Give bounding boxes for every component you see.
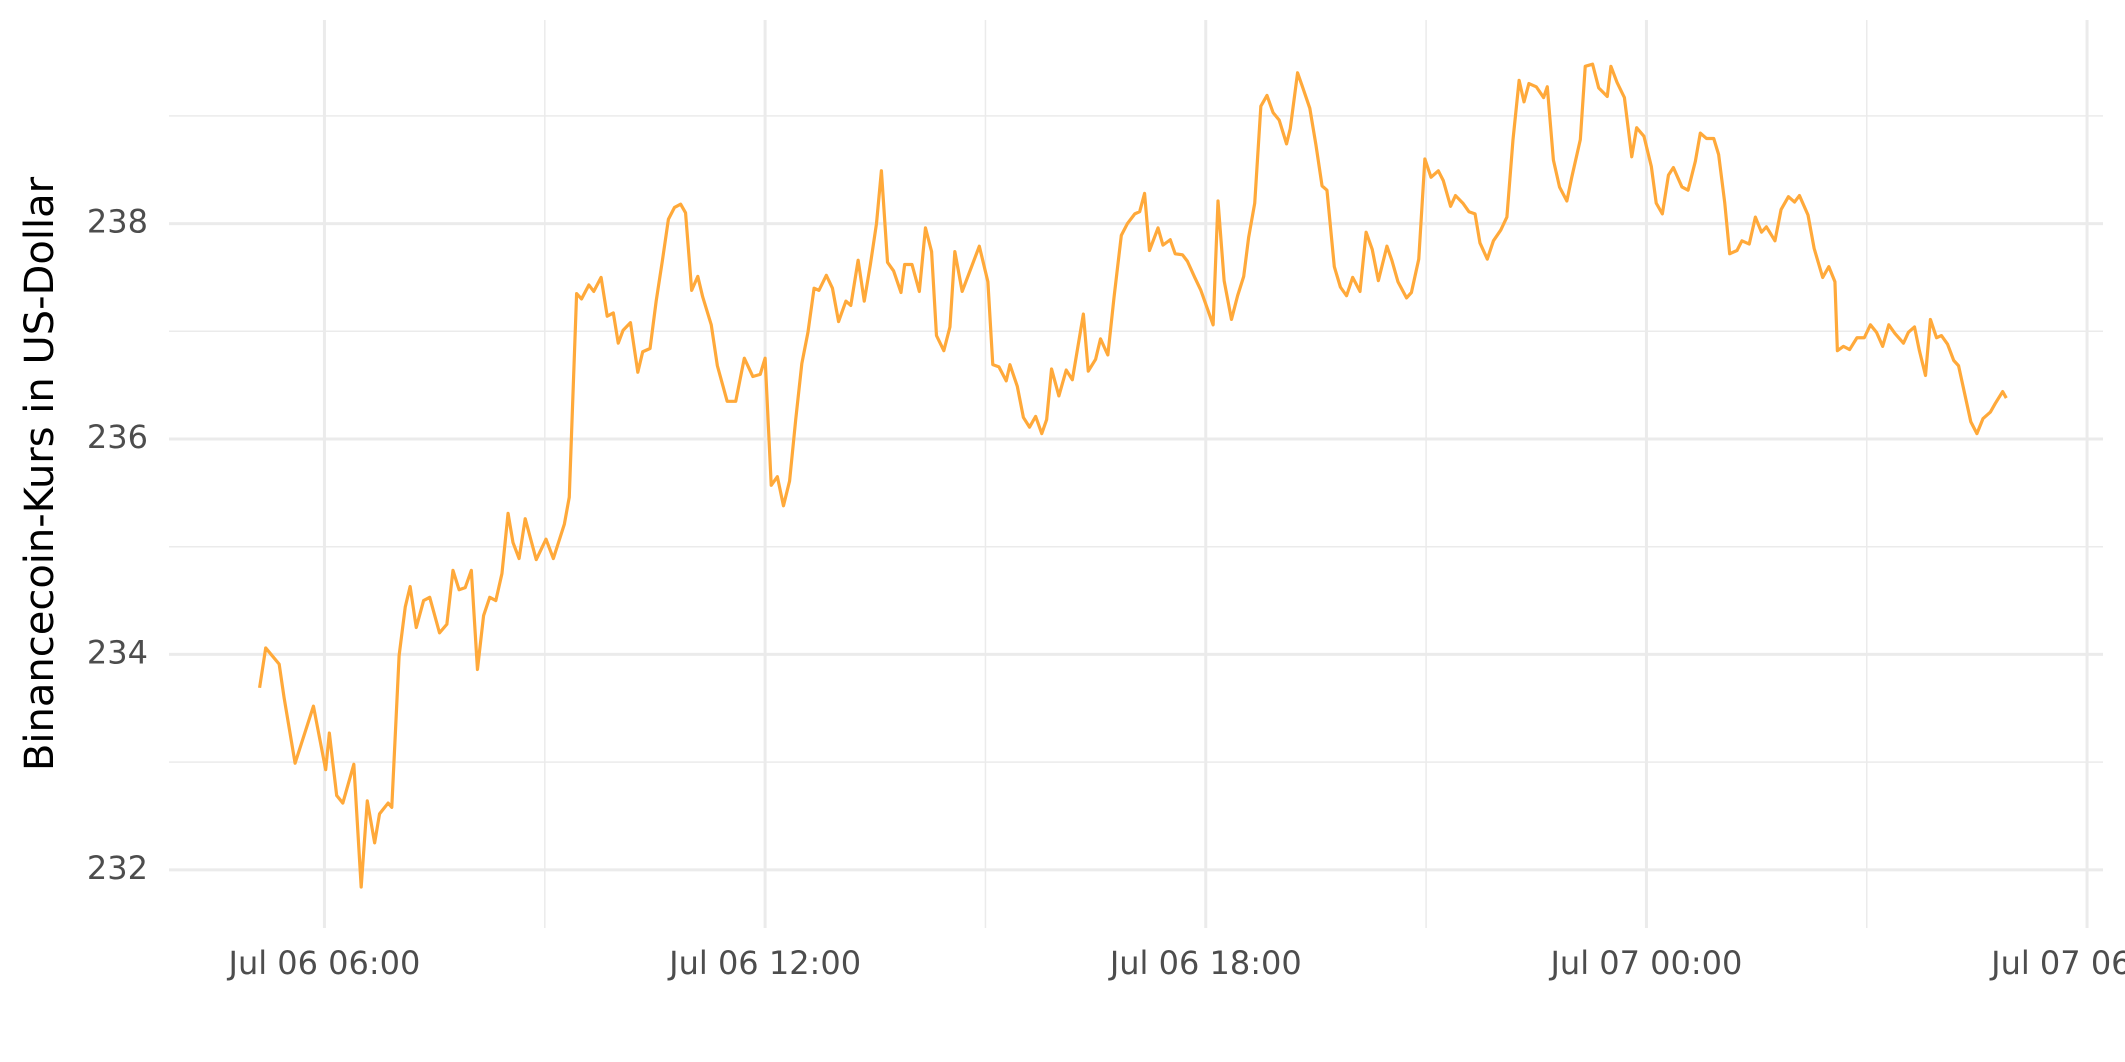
y-tick-label: 234 bbox=[87, 633, 148, 671]
x-tick-label: Jul 07 06:00 bbox=[1989, 944, 2125, 982]
y-tick-label: 238 bbox=[87, 203, 148, 241]
y-tick-label: 236 bbox=[87, 418, 148, 456]
x-tick-label: Jul 06 18:00 bbox=[1108, 944, 1302, 982]
y-axis-label: Binancecoin-Kurs in US-Dollar bbox=[17, 176, 63, 771]
x-tick-label: Jul 06 12:00 bbox=[667, 944, 861, 982]
x-tick-label: Jul 07 00:00 bbox=[1548, 944, 1742, 982]
x-tick-label: Jul 06 06:00 bbox=[227, 944, 421, 982]
y-tick-label: 232 bbox=[87, 849, 148, 887]
price-line bbox=[257, 62, 2008, 889]
